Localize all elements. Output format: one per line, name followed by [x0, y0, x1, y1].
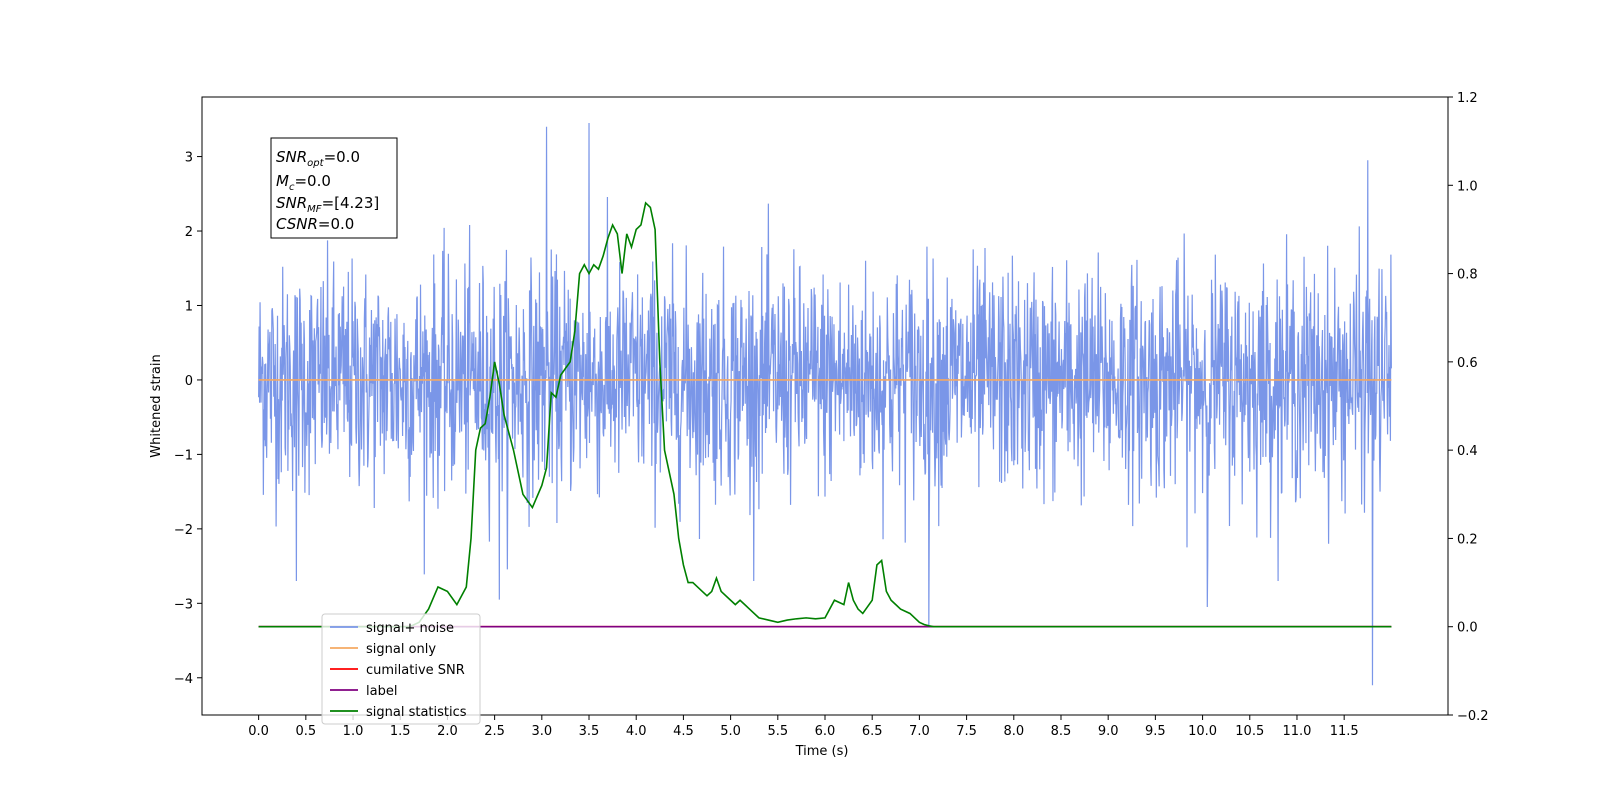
legend-label: signal only: [366, 642, 436, 657]
x-tick-label: 4.0: [626, 724, 647, 739]
x-axis-label: Time (s): [795, 744, 849, 759]
y-tick-label: −1: [174, 448, 193, 463]
x-tick-label: 9.0: [1098, 724, 1119, 739]
y2-tick-label: 0.2: [1457, 532, 1478, 547]
x-tick-label: 5.0: [720, 724, 741, 739]
x-tick-label: 9.5: [1145, 724, 1166, 739]
y-tick-label: 2: [185, 225, 193, 240]
legend: signal+ noise signal only cumilative SNR la…: [321, 613, 481, 725]
y-tick-label: −4: [174, 672, 193, 687]
x-tick-label: 7.0: [909, 724, 930, 739]
x-tick-label: 7.5: [956, 724, 977, 739]
x-tick-label: 10.5: [1235, 724, 1264, 739]
x-tick-label: 5.5: [767, 724, 788, 739]
x-tick-label: 6.0: [815, 724, 836, 739]
x-tick-label: 8.0: [1003, 724, 1024, 739]
info-snr-mf: SNRMF=[4.23]: [276, 194, 379, 215]
x-tick-label: 10.0: [1188, 724, 1217, 739]
legend-label: cumilative SNR: [366, 663, 465, 678]
x-tick-label: 6.5: [862, 724, 883, 739]
x-tick-label: 11.0: [1282, 724, 1311, 739]
y-axis-label: Whitened strain: [149, 354, 164, 457]
plot-area: [258, 123, 1392, 686]
x-tick-label: 1.5: [390, 724, 411, 739]
x-tick-label: 8.5: [1051, 724, 1072, 739]
y2-tick-label: −0.2: [1457, 709, 1489, 724]
x-axis: 0.0 0.5 1.0 1.5 2.0 2.5 3.0 3.5 4.0 4.5 5.0 5.5 6.0 6…: [248, 715, 1359, 739]
x-tick-label: 2.5: [484, 724, 505, 739]
series-signal-noise: [258, 123, 1392, 686]
x-tick-label: 1.0: [343, 724, 364, 739]
legend-frame: [321, 613, 481, 725]
y-axis-right: 1.2 1.0 0.8 0.6 0.4 0.2 0.0 −0.2: [1448, 91, 1489, 724]
legend-label: signal statistics: [366, 705, 467, 720]
y-tick-label: −3: [174, 597, 193, 612]
x-tick-label: 2.0: [437, 724, 458, 739]
series-signal-statistics: [258, 201, 1392, 628]
y-axis-left: 3 2 1 0 −1 −2 −3 −4: [174, 151, 202, 687]
y2-tick-label: 0.0: [1457, 621, 1478, 636]
info-csnr: CSNR=0.0: [276, 215, 354, 233]
info-box: SNRopt=0.0 Mc=0.0 SNRMF=[4.23] CSNR=0.0: [270, 137, 398, 239]
y-tick-label: 0: [185, 374, 193, 389]
y2-tick-label: 0.6: [1457, 356, 1478, 371]
x-tick-label: 3.0: [531, 724, 552, 739]
y2-tick-label: 0.8: [1457, 268, 1478, 283]
legend-label: label: [366, 684, 397, 699]
x-tick-label: 0.5: [295, 724, 316, 739]
y-tick-label: 1: [185, 299, 193, 314]
y2-tick-label: 1.0: [1457, 179, 1478, 194]
x-tick-label: 3.5: [579, 724, 600, 739]
y2-tick-label: 1.2: [1457, 91, 1478, 106]
y-tick-label: 3: [185, 151, 193, 166]
x-tick-label: 11.5: [1330, 724, 1359, 739]
info-box-frame: [270, 137, 398, 239]
legend-label: signal+ noise: [366, 621, 454, 636]
x-tick-label: 4.5: [673, 724, 694, 739]
y2-tick-label: 0.4: [1457, 444, 1478, 459]
y-tick-label: −2: [174, 523, 193, 538]
x-tick-label: 0.0: [248, 724, 269, 739]
info-chirp-mass: Mc=0.0: [276, 172, 331, 193]
info-snr-opt: SNRopt=0.0: [276, 148, 360, 169]
